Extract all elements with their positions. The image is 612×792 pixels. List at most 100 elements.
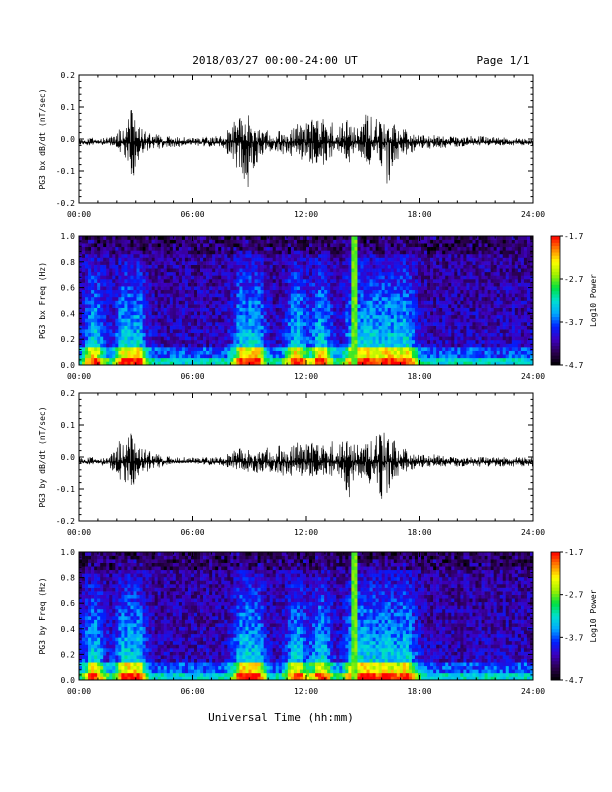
spectrogram-cell [215, 293, 219, 298]
spectrogram-cell [463, 239, 467, 244]
spectrogram-cell [387, 329, 392, 334]
spectrogram-cell [166, 314, 171, 319]
spectrogram-cell [251, 296, 255, 301]
spectrogram-cell [215, 236, 219, 240]
spectrogram-cell [324, 329, 328, 334]
spectrogram-cell [342, 304, 346, 308]
spectrogram-cell [405, 339, 410, 344]
spectrogram-cell [451, 289, 455, 294]
spectrogram-cell [112, 350, 116, 355]
spectrogram-cell [82, 264, 86, 269]
spectrogram-cell [417, 322, 422, 326]
spectrogram-cell [100, 350, 104, 355]
spectrogram-cell [257, 336, 261, 341]
spectrogram-cell [242, 239, 246, 244]
spectrogram-cell [133, 336, 137, 341]
spectrogram-cell [466, 236, 470, 240]
spectrogram-cell [163, 311, 168, 316]
spectrogram-cell [224, 322, 228, 326]
spectrogram-cell [339, 268, 343, 273]
spectrogram-cell [200, 286, 204, 291]
spectrogram-cell [257, 243, 261, 248]
spectrogram-cell [160, 236, 165, 240]
spectrogram-cell [306, 354, 310, 359]
spectrogram-cell [103, 350, 107, 355]
spectrogram-cell [448, 282, 452, 287]
spectrogram-cell [436, 239, 440, 244]
spectrogram-cell [399, 339, 404, 344]
spectrogram-cell [145, 318, 149, 323]
spectrogram-cell [381, 311, 385, 316]
spectrogram-cell [433, 314, 437, 319]
spectrogram-cell [127, 357, 131, 362]
spectrogram-cell [421, 257, 425, 262]
spectrogram-cell [421, 253, 425, 258]
spectrogram-cell [315, 347, 319, 351]
spectrogram-cell [366, 239, 370, 244]
spectrogram-cell [451, 236, 455, 240]
spectrogram-cell [324, 271, 328, 276]
spectrogram-cell [218, 236, 222, 240]
spectrogram-cell [445, 329, 449, 334]
spectrogram-cell [478, 329, 482, 334]
spectrogram-cell [481, 264, 485, 269]
spectrogram-cell [327, 304, 331, 308]
spectrogram-cell [451, 261, 455, 265]
spectrogram-cell [433, 279, 437, 283]
spectrogram-cell [269, 325, 274, 330]
spectrogram-cell [127, 264, 131, 269]
spectrogram-cell [163, 293, 168, 298]
spectrogram-cell [133, 347, 137, 351]
spectrogram-cell [166, 257, 171, 262]
spectrogram-cell [257, 257, 261, 262]
spectrogram-cell [272, 347, 277, 351]
spectrogram-cell [197, 268, 201, 273]
spectrogram-cell [136, 336, 140, 341]
spectrogram-cell [460, 253, 464, 258]
spectrogram-cell [187, 336, 192, 341]
spectrogram-cell [139, 261, 143, 265]
spectrogram-cell [454, 279, 458, 283]
spectrogram-cell [302, 236, 307, 240]
spectrogram-cell [100, 261, 104, 265]
spectrogram-cell [402, 361, 407, 366]
spectrogram-cell [127, 246, 131, 251]
spectrogram-cell [106, 343, 110, 348]
spectrogram-cell [363, 314, 367, 319]
spectrogram-cell [281, 350, 286, 355]
spectrogram-cell [478, 239, 482, 244]
spectrogram-cell [478, 293, 482, 298]
spectrogram-cell [445, 275, 449, 280]
spectrogram-cell [296, 261, 301, 265]
spectrogram-cell [124, 329, 128, 334]
spectrogram-cell [302, 336, 307, 341]
spectrogram-cell [369, 361, 373, 366]
spectrogram-cell [396, 304, 401, 308]
spectrogram-cell [454, 286, 458, 291]
spectrogram-cell [393, 286, 398, 291]
spectrogram-cell [390, 322, 395, 326]
spectrogram-cell [321, 261, 325, 265]
spectrogram-cell [103, 253, 107, 258]
spectrogram-cell [460, 307, 464, 312]
spectrogram-cell [402, 268, 407, 273]
spectrogram-cell [175, 311, 180, 316]
spectrogram-cell [224, 307, 228, 312]
spectrogram-cell [151, 332, 155, 337]
spectrogram-cell [142, 336, 146, 341]
spectrogram-cell [94, 236, 98, 240]
spectrogram-cell [381, 347, 385, 351]
spectrogram-cell [302, 347, 307, 351]
spectrogram-cell [312, 243, 316, 248]
spectrogram-cell [175, 261, 180, 265]
spectrogram-cell [306, 275, 310, 280]
spectrogram-cell [421, 339, 425, 344]
spectrogram-cell [315, 357, 319, 362]
spectrogram-cell [272, 329, 277, 334]
spectrogram-cell [166, 261, 171, 265]
spectrogram-cell [88, 336, 92, 341]
spectrogram-cell [333, 243, 337, 248]
spectrogram-cell [106, 350, 110, 355]
spectrogram-cell [405, 304, 410, 308]
spectrogram-cell [354, 257, 358, 262]
